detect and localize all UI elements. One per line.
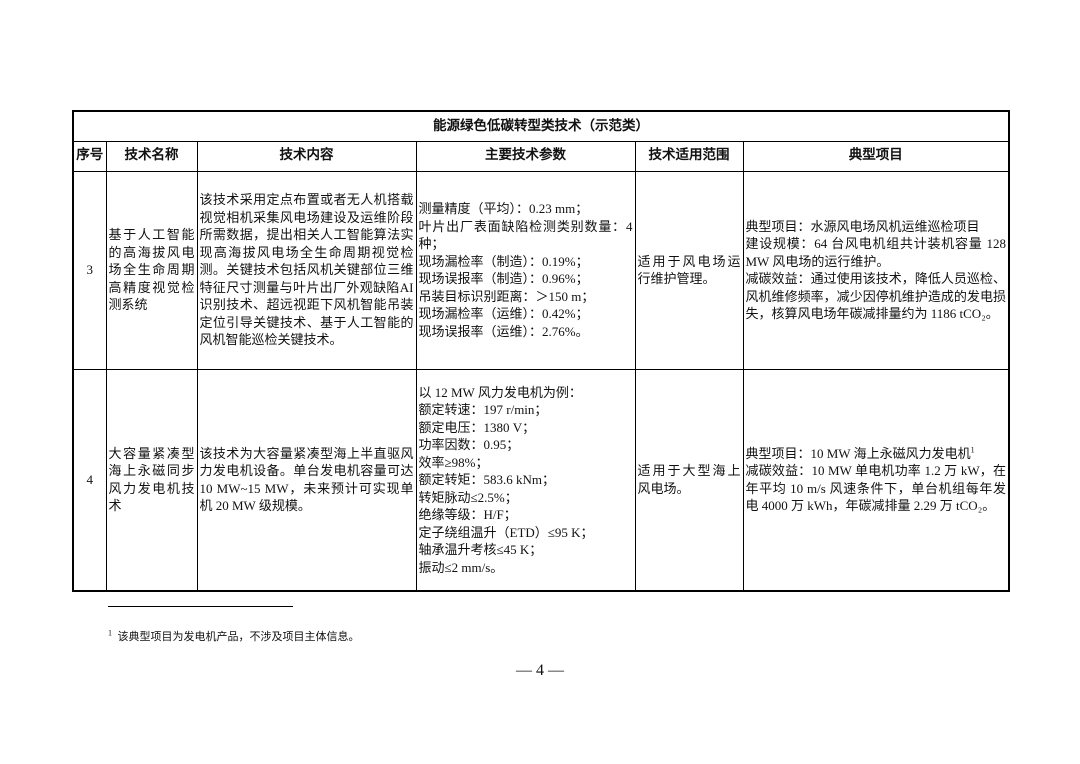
param-line: 定子绕组温升（ETD）≤95 K； <box>418 524 594 540</box>
project-line: 典型项目：水源风电场风机运维巡检项目 <box>746 218 1007 236</box>
param-line: 轴承温升考核≤45 K； <box>418 542 543 557</box>
title-row: 能源绿色低碳转型类技术（示范类） <box>72 110 1010 142</box>
param-line: 额定转矩：583.6 kNm； <box>418 472 556 487</box>
param-line: 振动≤2 mm/s。 <box>418 559 504 575</box>
param-line: 绝缘等级：H/F； <box>418 507 517 522</box>
typical-project: 典型项目：10 MW 海上永磁风力发电机1 减碳效益：10 MW 单电机功率 1.… <box>742 368 1010 592</box>
page-number: — 4 — <box>516 662 564 679</box>
header-cell: 技术名称 <box>105 140 198 172</box>
tech-scope: 适用于风电场运行维护管理。 <box>634 170 744 370</box>
param-line: 转矩脉动≤2.5%； <box>418 489 518 505</box>
param-line: 额定转速：197 r/min； <box>418 402 548 417</box>
param-line: 现场漏检率（运维）：0.42%； <box>418 306 589 321</box>
project-line: 建设规模：64 台风电机组共计装机容量 128 MW 风电场的运行维护。 <box>746 235 1007 270</box>
param-line: 额定电压：1380 V； <box>418 419 536 435</box>
project-text: 减碳效益：10 MW 单电机功率 1.2 万 kW，在年平均 10 m/s 风速… <box>745 463 1007 514</box>
tech-table: 能源绿色低碳转型类技术（示范类） 序号 技术名称 技术内容 主要技术参数 技术适用范围 典型… <box>72 110 1010 592</box>
param-line: 功率因数：0.95； <box>418 437 520 452</box>
header-cell: 技术内容 <box>196 140 417 172</box>
project-line: 减碳效益：10 MW 单电机功率 1.2 万 kW，在年平均 10 m/s 风速… <box>746 462 1007 515</box>
typical-project: 典型项目：水源风电场风机运维巡检项目建设规模：64 台风电机组共计装机容量 12… <box>742 170 1010 370</box>
project-line: 减碳效益：通过使用该技术，降低人员巡检、风机维修频率，减少因停机维护造成的发电损… <box>746 270 1007 323</box>
header-cell: 技术适用范围 <box>634 140 744 172</box>
footnote-mark: 1 <box>108 628 112 638</box>
tech-scope: 适用于大型海上风电场。 <box>634 368 744 592</box>
tech-params: 以 12 MW 风力发电机为例： 额定转速：197 r/min； 额定电压：1380… <box>415 368 636 592</box>
project-text: 减碳效益：通过使用该技术，降低人员巡检、风机维修频率，减少因停机维护造成的发电损… <box>745 271 1007 321</box>
project-text: 建设规模：64 台风电机组共计装机容量 128 MW 风电场的运行维护。 <box>745 236 1007 269</box>
param-line: 测量精度（平均）：0.23 mm； <box>418 201 589 216</box>
footnote-rule <box>108 606 293 607</box>
tech-params: 测量精度（平均）：0.23 mm； 叶片出厂表面缺陷检测类别数量：4 种； 现场漏检… <box>415 170 636 370</box>
tech-name: 基于人工智能的高海拔风电场全生命周期高精度视觉检测系统 <box>105 170 198 370</box>
footnote-text: 该典型项目为发电机产品，不涉及项目主体信息。 <box>117 631 360 643</box>
note-mark: 1 <box>970 445 975 455</box>
row-number: 4 <box>72 368 107 592</box>
project-text: 典型项目：10 MW 海上永磁风力发电机 <box>745 445 971 461</box>
header-cell: 序号 <box>72 140 107 172</box>
tech-content: 该技术为大容量紧凑型海上半直驱风力发电机设备。单台发电机容量可达 10 MW~1… <box>196 368 417 592</box>
row-number: 3 <box>72 170 107 370</box>
table-row: 3 基于人工智能的高海拔风电场全生命周期高精度视觉检测系统 该技术采用定点布置或者无… <box>72 170 1010 370</box>
param-line: 现场漏检率（制造）：0.19%； <box>418 253 589 269</box>
header-cell: 主要技术参数 <box>415 140 636 172</box>
tech-name: 大容量紧凑型海上永磁同步风力发电机技术 <box>105 368 198 592</box>
tech-content: 该技术采用定点布置或者无人机搭载视觉相机采集风电场建设及运维阶段所需数据，提出相… <box>196 170 417 370</box>
param-line: 现场误报率（制造）：0.96%； <box>418 271 589 286</box>
param-line: 以 12 MW 风力发电机为例： <box>418 384 582 400</box>
param-line: 叶片出厂表面缺陷检测类别数量：4 种； <box>418 218 633 252</box>
project-text: 典型项目：水源风电场风机运维巡检项目 <box>745 218 980 234</box>
table-title: 能源绿色低碳转型类技术（示范类） <box>72 110 1010 142</box>
header-cell: 典型项目 <box>742 140 1010 172</box>
header-row: 序号 技术名称 技术内容 主要技术参数 技术适用范围 典型项目 <box>72 140 1010 172</box>
param-line: 效率≥98%； <box>418 454 489 470</box>
footnote: 1 该典型项目为发电机产品，不涉及项目主体信息。 <box>108 628 360 644</box>
param-line: 吊装目标识别距离：＞150 m； <box>418 288 595 304</box>
table-row: 4 大容量紧凑型海上永磁同步风力发电机技术 该技术为大容量紧凑型海上半直驱风力发电机… <box>72 368 1010 592</box>
project-line: 典型项目：10 MW 海上永磁风力发电机1 <box>746 445 1007 463</box>
param-line: 现场误报率（运维）：2.76%。 <box>418 323 589 339</box>
